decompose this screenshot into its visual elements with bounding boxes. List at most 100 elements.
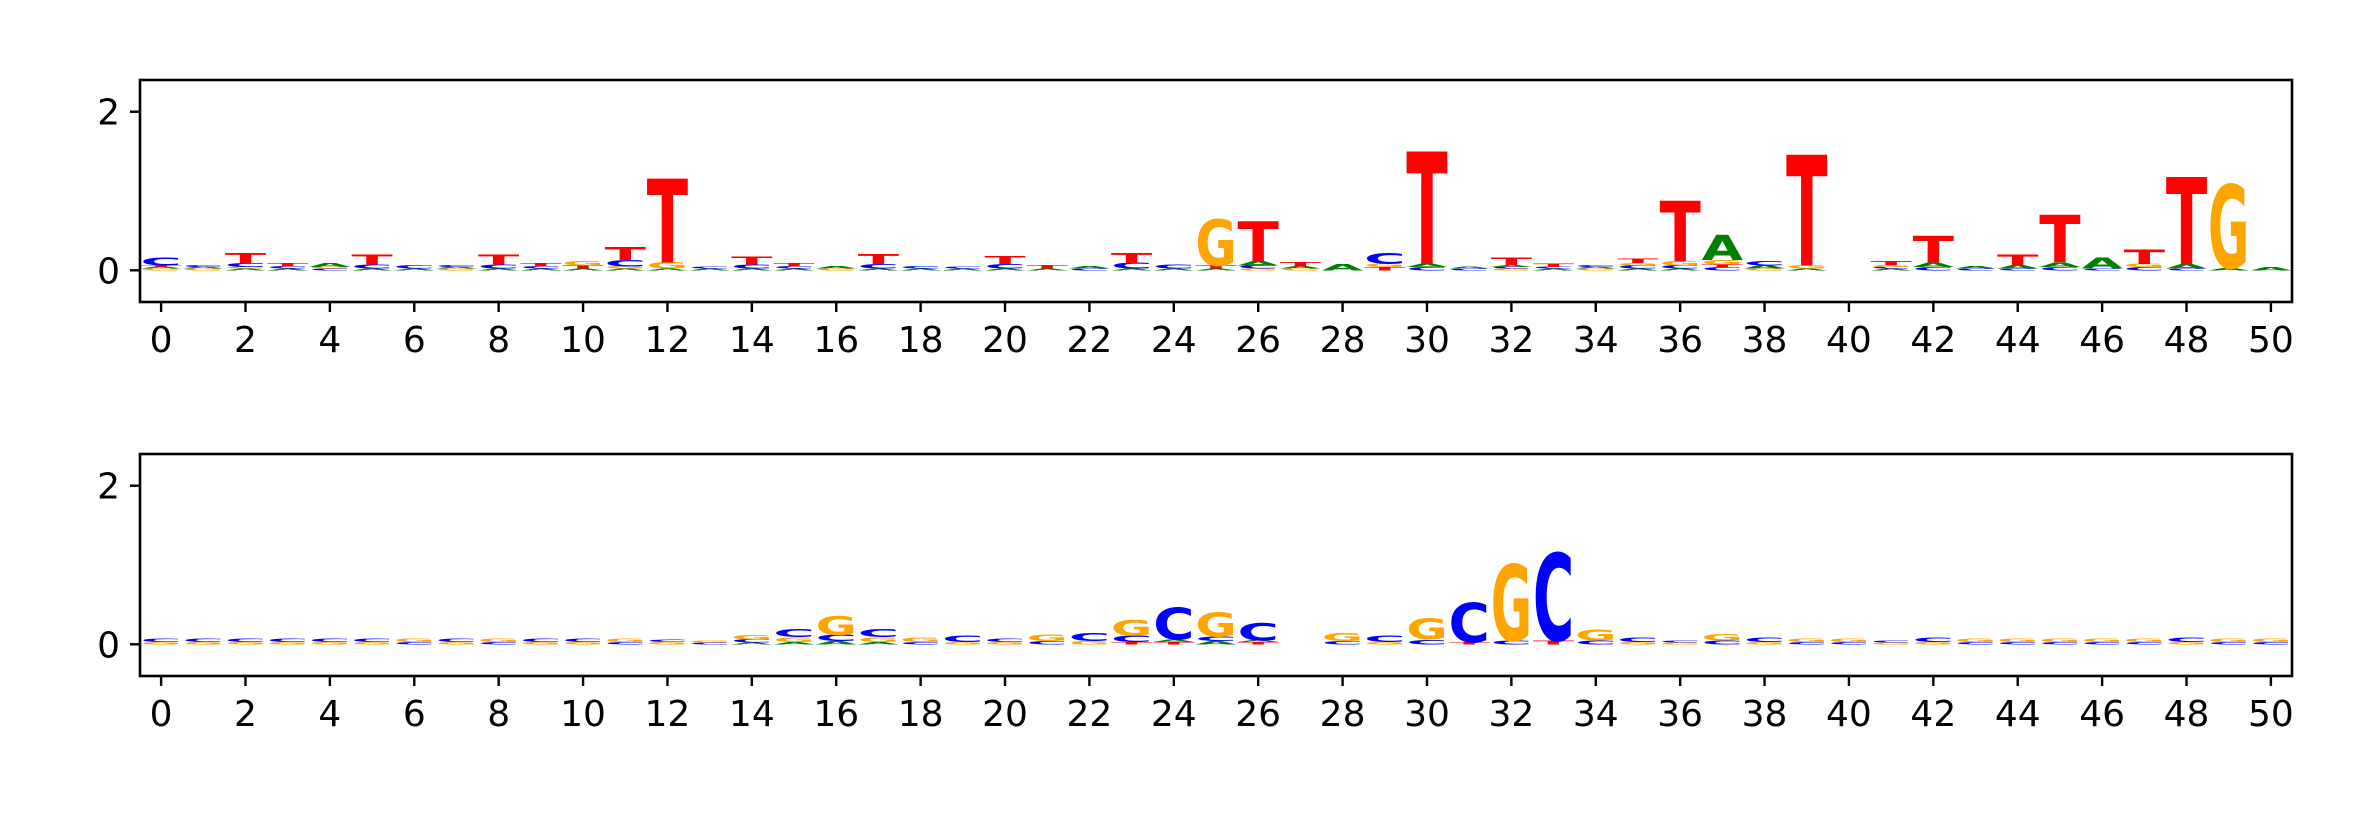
x-tick-label: 16 xyxy=(813,694,859,735)
x-tick-label: 40 xyxy=(1826,694,1872,735)
logo-letter-g: G xyxy=(1659,260,1700,267)
x-tick-label: 4 xyxy=(318,320,341,361)
logo-letter-c: C xyxy=(520,266,561,270)
logo-letter-t: T xyxy=(351,253,392,268)
logo-letter-a: A xyxy=(984,268,1026,271)
logo-letter-t: T xyxy=(1195,265,1237,270)
logo-letter-t: T xyxy=(1913,228,1954,271)
logo-letter-g: G xyxy=(1997,638,2038,643)
logo-letter-c: C xyxy=(351,638,392,643)
logo-letter-c: C xyxy=(1153,599,1194,650)
logo-letter-a: A xyxy=(1659,268,1701,271)
logo-letter-g: G xyxy=(1702,259,1743,266)
logo-letter-a: A xyxy=(731,268,773,271)
logo-letter-a: A xyxy=(1617,268,1659,271)
logo-letter-t: T xyxy=(858,252,899,267)
logo-letter-g: G xyxy=(1280,268,1321,270)
logo-letter-g: G xyxy=(1491,545,1532,666)
logo-letter-t: T xyxy=(1027,265,1069,270)
logo-letter-t: T xyxy=(140,265,182,268)
logo-letter-c: C xyxy=(773,266,814,270)
logo-letter-c: C xyxy=(731,639,772,644)
logo-letter-g: G xyxy=(1575,626,1616,644)
logo-letter-c: C xyxy=(1364,634,1405,644)
logo-letter-c: C xyxy=(1997,268,2038,271)
logo-letter-c: C xyxy=(1111,634,1152,644)
x-tick-label: 42 xyxy=(1910,320,1956,361)
x-axis: 0 2 4 6 8 10 12 14 16 18 20 22 24 26 28 30 32 34 36 38 40 42 4… xyxy=(150,302,2294,361)
logo-letter-g: G xyxy=(309,267,350,269)
x-tick-label: 6 xyxy=(403,694,426,735)
logo-letter-g: G xyxy=(225,267,266,269)
logo-letter-c: C xyxy=(2039,266,2080,271)
logo-letter-c: C xyxy=(140,255,181,268)
logo-letter-a: A xyxy=(2166,263,2208,271)
logo-letter-c: C xyxy=(1153,264,1194,270)
logo-letter-t: T xyxy=(1786,126,1827,302)
logo-letter-a: A xyxy=(1238,260,1280,268)
x-tick-label: 42 xyxy=(1910,694,1956,735)
letter-stacks: GCGCGCGCGCGCCGGCCGGCGCCGGCCGACGAGCACGAGC… xyxy=(140,530,2291,669)
logo-letter-c: C xyxy=(436,265,477,268)
logo-letter-a: A xyxy=(900,268,942,271)
logo-letter-c: C xyxy=(647,639,688,643)
x-tick-label: 22 xyxy=(1067,320,1113,361)
logo-letter-c: C xyxy=(309,268,350,271)
logo-letter-a: A xyxy=(858,268,900,271)
logo-letter-c: C xyxy=(1786,641,1827,645)
logo-letter-a: A xyxy=(267,268,309,271)
logo-letter-c: C xyxy=(562,638,603,643)
logo-letter-c: C xyxy=(2166,636,2207,643)
logo-letter-c: C xyxy=(1955,268,1996,271)
logo-letter-c: C xyxy=(1913,636,1954,643)
logo-letter-t: T xyxy=(1111,641,1153,645)
logo-letter-g: G xyxy=(1786,265,1827,270)
logo-letter-a: A xyxy=(2081,255,2123,272)
logo-letter-g: G xyxy=(436,268,477,270)
logo-letter-g: G xyxy=(1111,616,1152,641)
logo-letter-t: T xyxy=(1406,120,1447,300)
x-tick-label: 2 xyxy=(234,320,257,361)
logo-letter-t: T xyxy=(1997,252,2038,270)
logo-letter-a: A xyxy=(605,268,647,271)
x-tick-label: 14 xyxy=(729,694,775,735)
logo-letter-g: G xyxy=(267,641,308,645)
logo-letter-c: C xyxy=(1659,641,1700,644)
logo-letter-t: T xyxy=(1617,257,1659,265)
logo-letter-a: A xyxy=(1069,266,1111,270)
x-tick-label: 24 xyxy=(1151,694,1197,735)
logo-letter-a: A xyxy=(1322,262,1364,272)
logo-letter-c: C xyxy=(1322,640,1363,645)
x-tick-label: 48 xyxy=(2164,694,2210,735)
logo-letter-c: C xyxy=(731,264,772,270)
x-tick-label: 50 xyxy=(2248,320,2294,361)
logo-letter-c: C xyxy=(520,638,561,643)
y-tick-label: 0 xyxy=(97,251,120,292)
x-tick-label: 44 xyxy=(1995,694,2041,735)
logo-letter-a: A xyxy=(1449,267,1491,270)
x-tick-label: 10 xyxy=(560,694,606,735)
logo-letter-a: A xyxy=(1027,268,1069,271)
x-tick-label: 16 xyxy=(813,320,859,361)
y-axis: 02 xyxy=(97,93,140,292)
logo-letter-a: A xyxy=(689,268,731,271)
x-tick-label: 28 xyxy=(1320,694,1366,735)
logo-letter-a: A xyxy=(1111,268,1153,271)
logo-letter-a: A xyxy=(773,268,815,271)
logo-letter-a: A xyxy=(1870,268,1912,271)
logo-letter-c: C xyxy=(2124,266,2165,271)
x-tick-label: 30 xyxy=(1404,320,1450,361)
logo-letter-t: T xyxy=(1238,211,1279,274)
logo-letter-c: C xyxy=(1195,635,1236,642)
logo-letter-a: A xyxy=(1744,265,1786,270)
x-tick-label: 20 xyxy=(982,694,1028,735)
logo-letter-c: C xyxy=(2166,268,2207,271)
logo-letter-a: A xyxy=(647,268,689,271)
logo-letter-c: C xyxy=(689,267,730,270)
logo-letter-c: C xyxy=(1491,267,1532,270)
logo-letter-a: A xyxy=(1491,265,1533,268)
logo-letter-c: C xyxy=(2081,641,2122,645)
logo-letter-a: A xyxy=(773,641,815,645)
x-tick-label: 8 xyxy=(487,694,510,735)
